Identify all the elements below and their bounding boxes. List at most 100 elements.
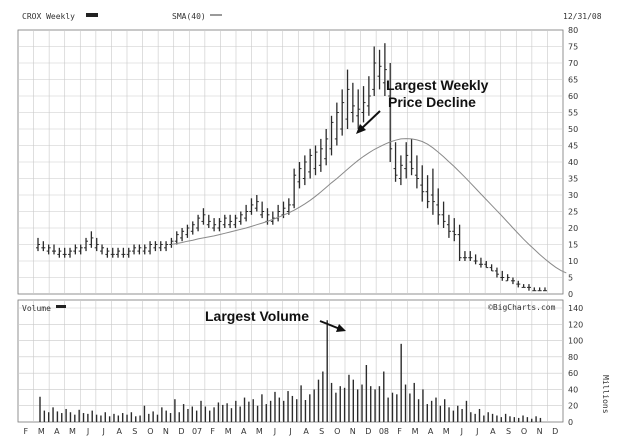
price-bar [169,237,174,248]
x-tick-label: J [460,427,463,436]
price-tick-label: 70 [568,59,578,68]
annotation-price-decline-line1: Largest Weekly [386,77,489,93]
price-bar [238,211,243,225]
price-bar [382,43,387,96]
x-tick-label: F [210,427,215,436]
price-bar [404,142,409,179]
price-bar [222,214,227,228]
volume-unit-label: Millions [601,375,610,414]
x-axis: F M A M J J A S O N D 07 F M A M J J A S O N D 08 F M A M J J A S O N D [23,427,558,436]
price-tick-label: 45 [568,142,578,151]
price-bar [430,168,435,215]
price-bar [148,241,153,255]
x-tick-label: O [521,427,527,436]
x-tick-label: S [506,427,511,436]
volume-panel: 0 20 40 60 80 100 120 140 [17,299,583,427]
volume-panel-frame [17,299,564,423]
price-bar [297,162,302,189]
price-bar [94,237,99,252]
x-tick-label: M [256,427,263,436]
price-tick-label: 15 [568,241,578,250]
x-tick-label: D [365,427,371,436]
price-bar [206,214,211,228]
price-bar [244,204,249,222]
price-bar [526,284,531,291]
price-bar [292,168,297,209]
sma-label: SMA(40) [172,12,206,21]
price-panel: 0 5 10 15 20 25 30 35 40 45 50 55 60 65 70 75 80 [17,26,578,299]
volume-tick-label: 20 [568,402,578,411]
price-bar [228,214,233,228]
x-tick-label: A [303,427,309,436]
x-tick-label: J [273,427,276,436]
price-bar [420,165,425,202]
x-tick-label: F [397,427,402,436]
price-bar [164,241,169,252]
volume-tick-label: 60 [568,369,578,378]
price-bar [462,251,467,261]
price-bar [270,211,275,225]
x-tick-label: O [334,427,340,436]
volume-tick-label: 0 [568,418,573,427]
price-bar [494,267,499,278]
price-bar [489,264,494,272]
volume-bars [39,320,542,422]
price-bar [68,247,73,258]
x-tick-label: D [552,427,558,436]
price-bar [340,89,345,136]
price-bar [52,244,57,255]
price-bar [84,237,89,252]
volume-tick-label: 80 [568,353,578,362]
volume-tick-label: 40 [568,385,578,394]
price-tick-label: 75 [568,43,578,52]
x-tick-label: A [428,427,434,436]
price-bar [388,63,393,162]
price-tick-label: 50 [568,125,578,134]
price-bar [505,274,510,282]
x-tick-label: N [537,427,543,436]
x-tick-label: J [475,427,478,436]
price-bar [260,201,265,219]
price-bar [137,244,142,255]
price-tick-label: 10 [568,257,578,266]
price-tick-label: 5 [568,274,573,283]
volume-tick-label: 120 [568,320,583,329]
x-tick-label: N [350,427,356,436]
x-tick-label: M [38,427,45,436]
price-bar [302,155,307,186]
price-bar [542,287,547,292]
x-tick-label: J [101,427,104,436]
x-tick-label: M [69,427,76,436]
price-bar [446,214,451,238]
price-bar [366,76,371,116]
price-grid [18,30,563,294]
price-bar [313,145,318,176]
price-tick-label: 0 [568,290,573,299]
price-bar [393,142,398,182]
x-tick-label: A [490,427,496,436]
price-tick-label: 30 [568,191,578,200]
price-bar [121,247,126,258]
volume-tick-label: 140 [568,304,583,313]
date-label: 12/31/08 [563,12,602,21]
price-bar [190,221,195,235]
price-bar [254,195,259,212]
series-label: CROX Weekly [22,12,75,21]
price-bars [36,43,547,292]
volume-y-axis: 0 20 40 60 80 100 120 140 [568,304,583,427]
price-bar [217,218,222,232]
x-tick-label: J [288,427,291,436]
price-tick-label: 20 [568,224,578,233]
price-bar [132,244,137,255]
price-tick-label: 65 [568,76,578,85]
price-bar [537,287,542,292]
x-tick-label: F [23,427,28,436]
volume-tick-label: 100 [568,337,583,346]
price-bar [153,241,158,252]
x-tick-label: M [443,427,450,436]
price-tick-label: 25 [568,208,578,217]
x-tick-label: A [241,427,247,436]
largest-volume-arrow [319,320,346,332]
price-bar [201,208,206,225]
